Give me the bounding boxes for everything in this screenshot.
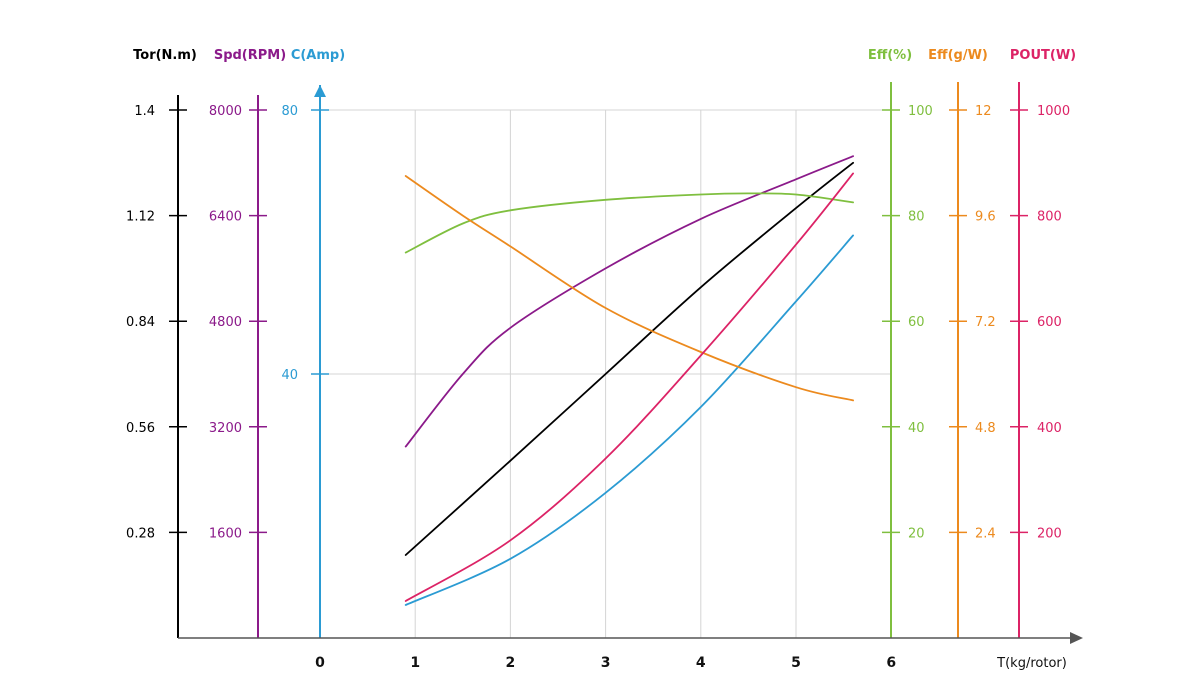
x-tick-label: 0 bbox=[315, 655, 325, 671]
current-axis-arrow bbox=[314, 85, 326, 97]
x-axis: 0 1 2 3 4 5 6 T(kg/rotor) bbox=[178, 632, 1083, 671]
speed-axis-title: Spd(RPM) bbox=[214, 48, 286, 63]
power-tick-label: 600 bbox=[1037, 315, 1062, 330]
torque-tick-label: 1.12 bbox=[126, 210, 155, 225]
eff_gw-tick-label: 7.2 bbox=[975, 315, 996, 330]
series-lines bbox=[404, 155, 854, 606]
speed-tick-label: 1600 bbox=[209, 526, 242, 541]
speed-tick-label: 6400 bbox=[209, 210, 242, 225]
power-series-line bbox=[404, 172, 854, 602]
power-tick-label: 400 bbox=[1037, 421, 1062, 436]
current-tick-label: 80 bbox=[281, 104, 298, 119]
speed-tick-label: 3200 bbox=[209, 421, 242, 436]
x-tick-label: 6 bbox=[886, 655, 896, 671]
speed-series-line bbox=[404, 155, 854, 448]
eff_pct-tick-label: 40 bbox=[908, 421, 925, 436]
eff_pct-series-line bbox=[404, 192, 854, 254]
x-tick-label: 5 bbox=[791, 655, 801, 671]
x-tick-label: 3 bbox=[601, 655, 611, 671]
eff_gw-tick-label: 9.6 bbox=[975, 210, 996, 225]
current-series-line bbox=[404, 234, 854, 606]
x-tick-label: 4 bbox=[696, 655, 706, 671]
torque-tick-label: 0.56 bbox=[126, 421, 155, 436]
speed-tick-label: 8000 bbox=[209, 104, 242, 119]
x-tick-label: 2 bbox=[506, 655, 516, 671]
eff_pct-tick-label: 20 bbox=[908, 526, 925, 541]
current-axis-title: C(Amp) bbox=[291, 48, 345, 63]
eff_pct-tick-label: 60 bbox=[908, 315, 925, 330]
eff_gw-tick-label: 12 bbox=[975, 104, 992, 119]
power-tick-label: 200 bbox=[1037, 526, 1062, 541]
eff_pct-tick-label: 80 bbox=[908, 210, 925, 225]
eff_gw-tick-label: 2.4 bbox=[975, 526, 996, 541]
torque-tick-label: 1.4 bbox=[134, 104, 155, 119]
current-tick-label: 40 bbox=[281, 368, 298, 383]
power-axis-title: POUT(W) bbox=[1010, 48, 1076, 63]
torque-series-line bbox=[404, 161, 854, 556]
torque-axis-title: Tor(N.m) bbox=[133, 48, 197, 63]
power-tick-label: 800 bbox=[1037, 210, 1062, 225]
eff_pct-tick-label: 100 bbox=[908, 104, 933, 119]
eff_pct-axis-title: Eff(%) bbox=[868, 48, 912, 63]
eff_gw-series-line bbox=[404, 175, 854, 402]
torque-tick-label: 0.84 bbox=[126, 315, 155, 330]
y-axes: Tor(N.m) 0.28 0.56 0.84 1.12 1.4 Spd(RPM) 1600 3… bbox=[126, 48, 1076, 638]
eff_gw-axis-title: Eff(g/W) bbox=[928, 48, 988, 63]
speed-tick-label: 4800 bbox=[209, 315, 242, 330]
x-axis-arrow bbox=[1070, 632, 1083, 644]
eff_gw-tick-label: 4.8 bbox=[975, 421, 996, 436]
torque-tick-label: 0.28 bbox=[126, 526, 155, 541]
power-tick-label: 1000 bbox=[1037, 104, 1070, 119]
x-axis-label: T(kg/rotor) bbox=[996, 656, 1067, 671]
x-tick-label: 1 bbox=[410, 655, 420, 671]
